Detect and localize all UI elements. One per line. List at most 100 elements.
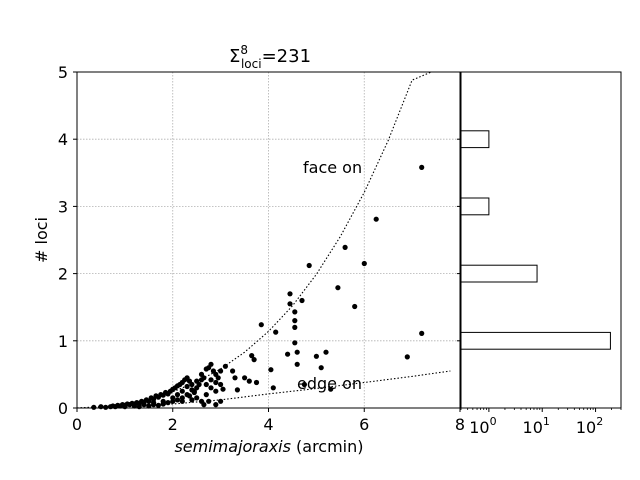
histogram-y-ticks [457,71,461,409]
scatter-point [174,397,181,403]
title-subscript: loci [241,57,262,71]
y-tick-label: 2 [58,265,68,284]
scatter-point [189,381,195,388]
scatter-point [242,375,248,381]
scatter-point [191,388,197,394]
scatter-point [373,216,379,222]
scatter-point [419,330,425,336]
x-axis-label-italic: semimajoraxis [174,437,290,456]
chart-title: Σ8 loci=231 [229,43,311,71]
scatter-point [249,353,255,359]
y-tick-label: 4 [58,130,68,149]
scatter-point [268,367,274,373]
scatter-point [186,393,193,399]
scatter-point [122,404,128,410]
y-tick-label: 3 [58,197,68,216]
title-symbol: Σ [229,46,240,67]
scatter-point [179,388,185,394]
x-tick-label: 6 [359,415,369,434]
scatter-point [213,388,219,394]
scatter-point [313,353,319,359]
scatter-point [230,368,236,374]
histogram-bar [460,197,490,216]
scatter-point [179,398,185,404]
scatter-point [213,379,219,386]
scatter-point [404,354,410,360]
scatter-point [292,309,298,315]
annotation-edge-on: edge on [297,374,362,393]
scatter-point [91,404,97,410]
y-tick-label: 0 [58,399,68,418]
y-axis-label: # loci [32,217,51,263]
x-axis-label-unit: (arcmin) [291,437,364,456]
scatter-point [318,365,324,371]
scatter-point [146,403,152,409]
scatter-point [299,297,305,304]
title-superscript: 8 [240,43,248,57]
x-tick-label: 2 [168,415,178,434]
scatter-point [287,301,293,307]
histogram-axes-frame [460,71,622,409]
scatter-point [194,378,200,384]
y-tick-label: 5 [58,63,68,82]
scatter-point [160,398,166,404]
histogram-tick-label: 101 [523,415,550,437]
scatter-point [189,397,195,403]
histogram-x-ticks: 100 101 102 [460,408,622,437]
x-tick-label: 8 [455,415,465,434]
annotation-face-on: face on [303,158,362,177]
scatter-point [232,375,238,381]
scatter-point [246,378,252,384]
scatter-point [155,402,161,408]
scatter-point [206,398,212,404]
scatter-point [203,381,209,388]
histogram-bar [460,331,611,350]
scatter-point [103,404,109,410]
scatter-point [184,383,190,390]
scatter-point [170,395,176,401]
scatter-point [208,361,214,367]
scatter-point [301,381,307,388]
scatter-point [151,400,157,406]
histogram-tick-label: 100 [469,415,496,437]
scatter-point [335,285,341,291]
scatter-point [98,404,104,410]
y-ticks: 0 1 2 3 4 5 [58,63,77,418]
scatter-point [287,291,293,297]
scatter-point [306,262,312,269]
y-tick-label: 1 [58,332,68,351]
scatter-point [218,381,224,388]
histogram-bar [460,130,490,149]
histogram-tick-label: 102 [576,415,603,437]
histogram-bars [460,130,611,350]
title-value: =231 [262,46,311,67]
scatter-point [361,260,367,267]
histogram-bar [460,264,538,283]
scatter-point [218,368,224,374]
scatter-point [174,392,181,398]
scatter-point [234,387,240,393]
scatter-point [419,164,425,170]
scatter-point [203,392,209,398]
scatter-point [218,398,224,404]
scatter-point [131,403,137,409]
scatter-point [328,386,334,392]
scatter-point [258,322,264,328]
scatter-point [342,244,348,250]
scatter-point [285,351,291,357]
scatter-point [213,402,219,408]
scatter-point [215,375,221,381]
scatter-point [273,329,279,335]
scatter-point [220,386,226,392]
scatter-point [292,318,298,324]
x-axis-label: semimajoraxis (arcmin) [174,437,363,456]
scatter-point [165,400,171,406]
scatter-point [292,340,298,346]
scatter-point [292,324,298,330]
x-ticks: 0 2 4 6 8 [72,408,465,434]
scatter-point [251,357,257,363]
model-curves [77,72,451,408]
scatter-points [91,164,425,410]
scatter-point [294,349,300,355]
